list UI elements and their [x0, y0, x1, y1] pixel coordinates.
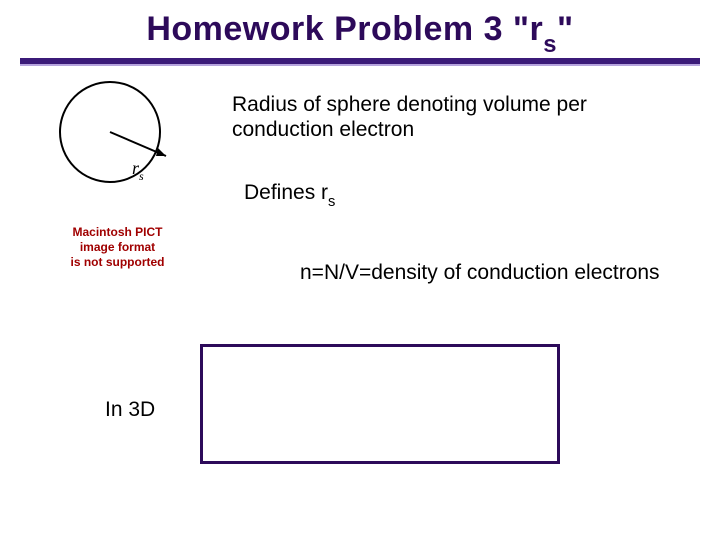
page-title: Homework Problem 3 "rs" [0, 10, 720, 55]
defines-subscript: s [328, 194, 335, 210]
defines-prefix: Defines r [244, 181, 328, 204]
divider-light [20, 64, 700, 66]
radius-description: Radius of sphere denoting volume per con… [232, 92, 652, 142]
in-3d-label: In 3D [105, 398, 155, 422]
density-definition: n=N/V=density of conduction electrons [300, 260, 660, 285]
sphere-radius-label: rs [132, 158, 144, 183]
equation-box [200, 344, 560, 464]
title-subscript: s [543, 31, 557, 58]
title-prefix: Homework Problem 3 "r [146, 10, 543, 48]
defines-rs: Defines rs [244, 180, 335, 210]
pict-fallback: Macintosh PICT image format is not suppo… [40, 225, 195, 270]
title-suffix: " [557, 10, 574, 48]
sphere-diagram: rs [40, 74, 195, 204]
